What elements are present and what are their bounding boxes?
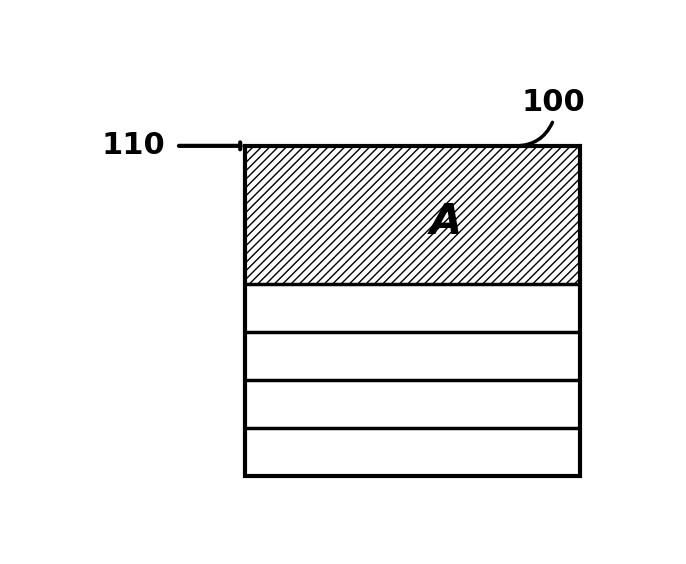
Bar [246,146,580,284]
Text: A: A [430,201,462,243]
Text: 110: 110 [102,131,165,160]
Text: 100: 100 [522,88,585,117]
Bar [246,146,580,476]
